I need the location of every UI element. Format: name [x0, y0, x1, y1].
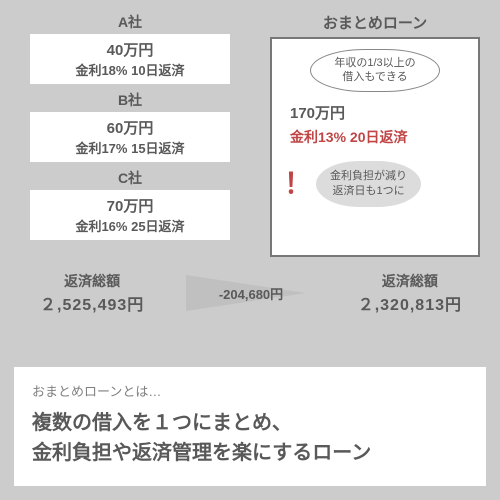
lender-a-box: 40万円 金利18% 10日返済 [30, 34, 230, 84]
lender-a-label: A社 [30, 12, 230, 32]
definition-text: 複数の借入を１つにまとめ、 金利負担や返済管理を楽にするローン [32, 408, 468, 468]
speech-line-2: 借入もできる [315, 70, 435, 84]
difference-value: -204,680円 [219, 284, 283, 303]
definition-card: おまとめローンとは… 複数の借入を１つにまとめ、 金利負担や返済管理を楽にするロ… [14, 367, 486, 486]
definition-line-1: 複数の借入を１つにまとめ、 [32, 412, 292, 434]
lender-a-amount: 40万円 [39, 39, 221, 60]
lender-c-terms: 金利16% 25日返済 [39, 216, 221, 235]
total-after: 返済総額 ２,320,813円 [358, 271, 462, 315]
lender-c-box: 70万円 金利16% 25日返済 [30, 190, 230, 240]
comparison-section: A社 40万円 金利18% 10日返済 B社 60万円 金利17% 15日返済 … [0, 0, 500, 257]
lender-c-label: C社 [30, 168, 230, 188]
note-row: ！ 金利負担が減り 返済日も1つに [284, 161, 466, 208]
lender-b-label: B社 [30, 90, 230, 110]
totals-row: 返済総額 ２,525,493円 -204,680円 返済総額 ２,320,813… [0, 257, 500, 315]
consolidated-column: おまとめローン 年収の1/3以上の 借入もできる 170万円 金利13% 20日… [270, 12, 480, 257]
definition-line-2: 金利負担や返済管理を楽にするローン [32, 442, 371, 464]
lender-b-box: 60万円 金利17% 15日返済 [30, 112, 230, 162]
total-before-label: 返済総額 [40, 271, 144, 291]
speech-bubble: 年収の1/3以上の 借入もできる [310, 49, 440, 92]
consolidated-title: おまとめローン [270, 12, 480, 33]
consolidated-terms: 金利13% 20日返済 [290, 127, 466, 147]
note-line-1: 金利負担が減り [330, 169, 407, 184]
lender-b-terms: 金利17% 15日返済 [39, 138, 221, 157]
note-line-2: 返済日も1つに [330, 184, 407, 199]
lender-a-terms: 金利18% 10日返済 [39, 60, 221, 79]
consolidated-box: 年収の1/3以上の 借入もできる 170万円 金利13% 20日返済 ！ 金利負… [270, 37, 480, 257]
total-after-value: ２,320,813円 [358, 291, 462, 315]
note-bubble: 金利負担が減り 返済日も1つに [316, 161, 421, 208]
definition-lead: おまとめローンとは… [32, 381, 468, 400]
lender-b-amount: 60万円 [39, 117, 221, 138]
exclamation-icon: ！ [284, 170, 312, 198]
arrow-block: -204,680円 [196, 284, 306, 303]
total-after-label: 返済総額 [358, 271, 462, 291]
consolidated-amount: 170万円 [290, 102, 466, 123]
speech-line-1: 年収の1/3以上の [315, 56, 435, 70]
lenders-column: A社 40万円 金利18% 10日返済 B社 60万円 金利17% 15日返済 … [30, 12, 230, 257]
total-before: 返済総額 ２,525,493円 [40, 271, 144, 315]
total-before-value: ２,525,493円 [40, 291, 144, 315]
lender-c-amount: 70万円 [39, 195, 221, 216]
